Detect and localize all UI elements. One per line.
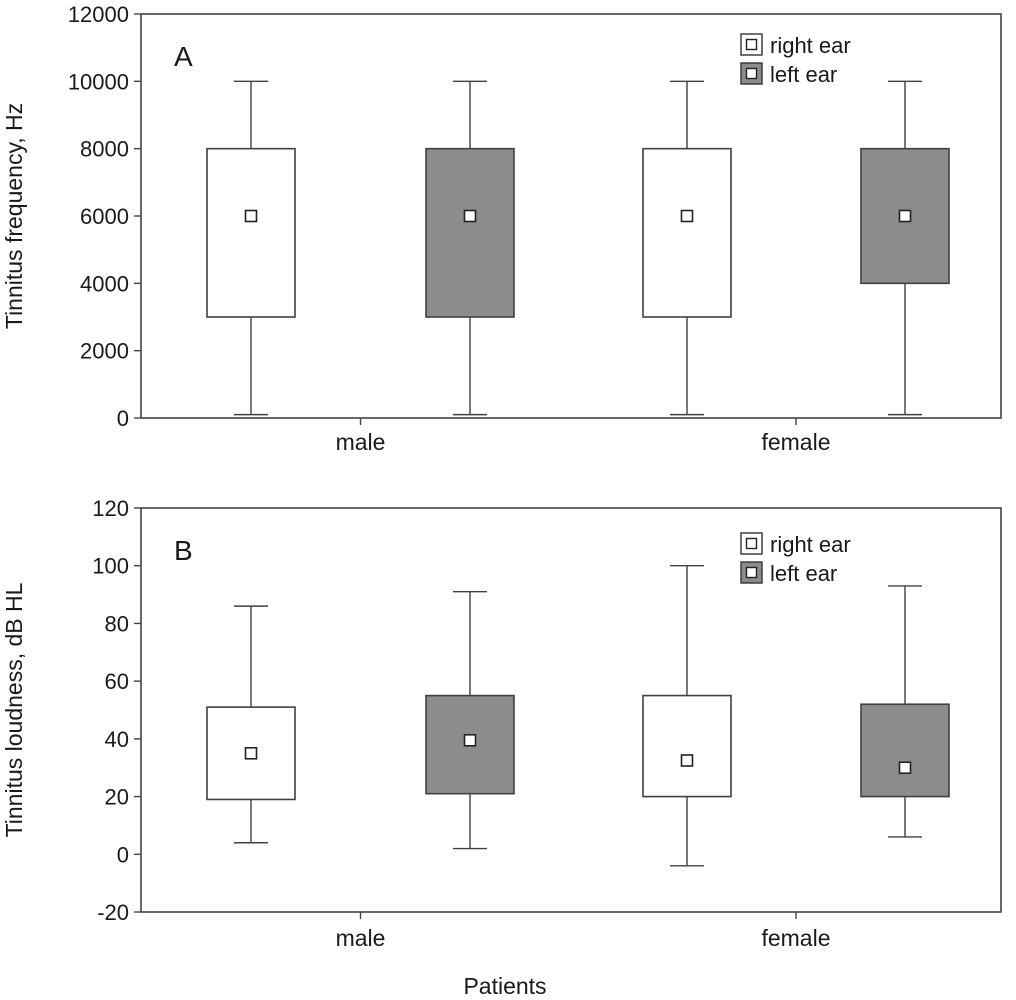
iqr-box (860, 147, 950, 285)
iqr-box (425, 694, 515, 795)
box-female-left-ear (860, 80, 950, 416)
x-axis-label: Patients (463, 973, 546, 999)
panel-a: 0 2000 4000 6000 8000 10000 12000 Tinnitus freq… (1, 2, 1002, 455)
category-label-female: female (761, 925, 830, 951)
iqr-box (642, 147, 732, 318)
box-male-left-ear (425, 80, 515, 416)
median-marker (898, 209, 912, 223)
legend-item-right-ear: right ear (740, 33, 851, 58)
y-tick-label: 0 (117, 406, 129, 431)
median-marker (463, 733, 477, 747)
median-marker (680, 754, 694, 767)
panel-label: B (174, 535, 193, 566)
y-tick-label: 100 (92, 554, 129, 579)
iqr-box (206, 147, 296, 318)
iqr-box (860, 703, 950, 798)
category-label-male: male (336, 429, 386, 455)
box-male-right-ear (206, 80, 296, 416)
legend-item-left-ear: left ear (740, 561, 837, 586)
y-tick-label: 2000 (80, 339, 129, 364)
category-label-female: female (761, 429, 830, 455)
y-tick-label: 120 (92, 496, 129, 521)
legend-label: left ear (770, 561, 837, 586)
category-label-male: male (336, 925, 386, 951)
legend-item-right-ear: right ear (740, 532, 851, 557)
y-tick-label: 60 (105, 669, 129, 694)
iqr-box (425, 147, 515, 318)
legend: right ear left ear (740, 532, 851, 586)
median-marker (463, 209, 477, 223)
y-tick-label: 12000 (68, 2, 129, 27)
y-tick-label: 4000 (80, 271, 129, 296)
median-marker (898, 761, 912, 775)
legend-item-left-ear: left ear (740, 62, 837, 87)
box-female-right-ear (642, 80, 732, 416)
box-male-left-ear (425, 590, 515, 850)
legend-median-marker (745, 537, 758, 550)
y-tick-label: 80 (105, 611, 129, 636)
plot-frame (140, 507, 1002, 913)
box-male-right-ear (206, 605, 296, 844)
box-female-right-ear (642, 565, 732, 867)
panel-b: -20 0 20 40 60 80 100 120 Tinnitus loudness, dB … (1, 496, 1002, 951)
y-axis-label: Tinnitus loudness, dB HL (1, 582, 27, 837)
y-tick-label: 0 (117, 842, 129, 867)
y-tick-label: 8000 (80, 137, 129, 162)
y-tick-label: 10000 (68, 69, 129, 94)
legend-label: right ear (770, 532, 851, 557)
legend-median-marker (745, 566, 758, 579)
y-tick-label: -20 (97, 900, 129, 925)
legend-median-marker (745, 38, 758, 51)
legend-median-marker (745, 67, 758, 80)
legend-label: right ear (770, 33, 851, 58)
y-axis-label: Tinnitus frequency, Hz (1, 103, 27, 329)
y-tick-label: 40 (105, 727, 129, 752)
median-marker (244, 746, 258, 760)
box-female-left-ear (860, 585, 950, 838)
legend: right ear left ear (740, 33, 851, 87)
legend-label: left ear (770, 62, 837, 87)
y-tick-label: 20 (105, 785, 129, 810)
y-tick-label: 6000 (80, 204, 129, 229)
median-marker (680, 209, 694, 223)
median-marker (244, 209, 258, 223)
panel-label: A (174, 41, 193, 72)
iqr-box (642, 694, 732, 798)
